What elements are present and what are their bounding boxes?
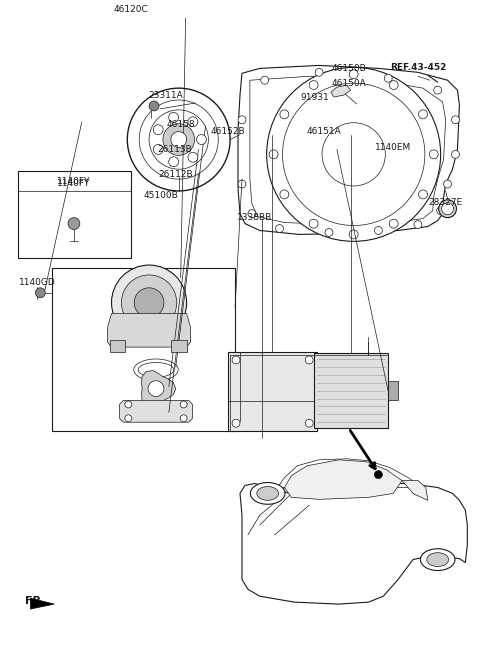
Text: 28327E: 28327E (429, 198, 463, 208)
Ellipse shape (251, 482, 285, 505)
Circle shape (168, 112, 179, 122)
Circle shape (188, 117, 198, 127)
Text: 45100B: 45100B (144, 191, 178, 200)
Bar (171, 340, 187, 352)
Ellipse shape (427, 553, 448, 566)
Circle shape (309, 219, 318, 228)
Circle shape (349, 230, 358, 239)
Circle shape (444, 180, 452, 188)
Circle shape (325, 229, 333, 237)
Circle shape (168, 157, 179, 167)
Circle shape (248, 210, 256, 217)
Circle shape (153, 125, 163, 135)
Circle shape (280, 110, 289, 119)
Text: 46150A: 46150A (331, 79, 366, 87)
Ellipse shape (420, 549, 455, 570)
Bar (52, 268, 235, 431)
Text: 1140FY: 1140FY (57, 179, 91, 187)
Circle shape (232, 356, 240, 364)
Bar (18, 171, 131, 258)
Circle shape (267, 68, 441, 241)
Text: 46152B: 46152B (211, 127, 245, 136)
Ellipse shape (134, 359, 178, 380)
Circle shape (374, 227, 383, 235)
Circle shape (315, 68, 323, 76)
Circle shape (429, 150, 438, 159)
Circle shape (305, 419, 313, 427)
Circle shape (349, 70, 358, 79)
Circle shape (125, 401, 132, 408)
Circle shape (419, 190, 428, 199)
Circle shape (238, 116, 246, 124)
Polygon shape (108, 313, 191, 347)
Text: 23311A: 23311A (148, 91, 183, 100)
Circle shape (125, 415, 132, 422)
Circle shape (238, 180, 246, 188)
Circle shape (439, 200, 456, 217)
Circle shape (180, 401, 187, 408)
Text: REF.43-452: REF.43-452 (390, 63, 446, 72)
Text: 46120C: 46120C (114, 5, 149, 14)
Text: FR.: FR. (24, 596, 45, 606)
Polygon shape (402, 480, 428, 501)
Text: 1140FY: 1140FY (57, 177, 91, 185)
Circle shape (437, 207, 444, 215)
Text: 1140EM: 1140EM (375, 143, 411, 152)
Circle shape (305, 356, 313, 364)
Circle shape (148, 380, 164, 397)
Polygon shape (331, 85, 351, 97)
Polygon shape (240, 484, 468, 604)
Circle shape (127, 88, 230, 191)
Circle shape (149, 101, 159, 111)
Text: 26113B: 26113B (158, 145, 192, 154)
Circle shape (180, 415, 187, 422)
Circle shape (269, 150, 278, 159)
Polygon shape (142, 371, 176, 407)
Circle shape (280, 190, 289, 199)
Circle shape (196, 135, 206, 145)
Circle shape (442, 203, 454, 215)
Circle shape (188, 152, 198, 162)
Circle shape (232, 419, 240, 427)
Circle shape (276, 225, 284, 233)
Circle shape (374, 470, 383, 478)
Circle shape (309, 81, 318, 89)
Text: 1338BB: 1338BB (237, 213, 273, 222)
Circle shape (111, 265, 187, 340)
Circle shape (153, 145, 163, 154)
Circle shape (434, 86, 442, 94)
Polygon shape (120, 401, 192, 422)
Circle shape (389, 81, 398, 89)
Polygon shape (238, 66, 459, 235)
Circle shape (452, 116, 459, 124)
Circle shape (163, 124, 194, 155)
Text: 26112B: 26112B (158, 170, 192, 179)
Circle shape (414, 221, 422, 229)
Text: 91931: 91931 (300, 93, 329, 102)
Polygon shape (30, 598, 54, 609)
Text: 46151A: 46151A (307, 127, 341, 136)
Text: 1140GD: 1140GD (19, 279, 56, 287)
Circle shape (121, 275, 177, 330)
Bar (228, 352, 317, 431)
Circle shape (452, 150, 459, 158)
Circle shape (384, 74, 392, 82)
Circle shape (171, 131, 187, 147)
Ellipse shape (257, 486, 278, 501)
Circle shape (68, 217, 80, 229)
Text: 46158: 46158 (167, 120, 195, 129)
Circle shape (36, 288, 45, 298)
Bar (388, 380, 398, 401)
Circle shape (389, 219, 398, 228)
Polygon shape (285, 460, 402, 499)
Bar (314, 353, 388, 428)
Circle shape (134, 288, 164, 317)
Circle shape (261, 76, 269, 84)
Circle shape (419, 110, 428, 119)
Text: 46150B: 46150B (331, 64, 366, 73)
Bar (109, 340, 125, 352)
